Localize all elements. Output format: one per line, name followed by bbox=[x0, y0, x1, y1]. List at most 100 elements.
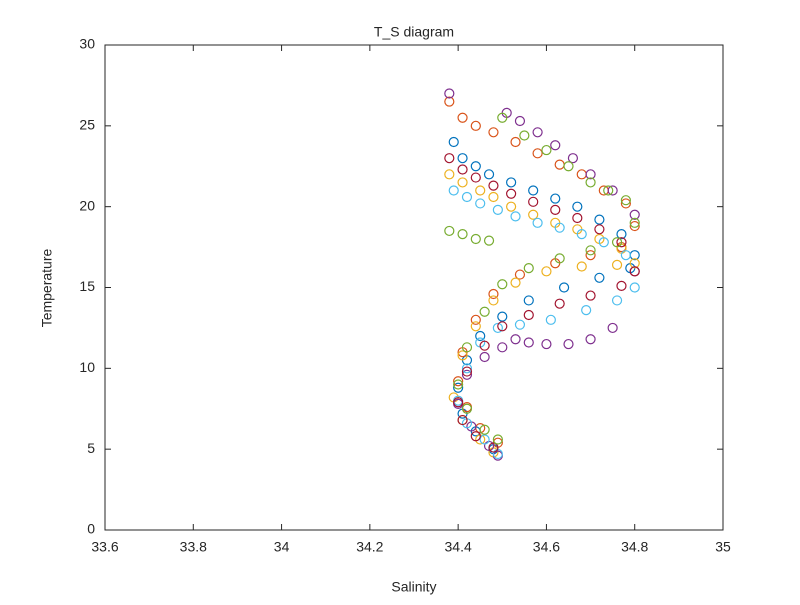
point bbox=[453, 379, 464, 390]
point bbox=[585, 334, 596, 345]
point bbox=[563, 338, 574, 350]
y-tick-label: 10 bbox=[79, 359, 95, 375]
point bbox=[479, 351, 490, 363]
chart-title: T_S diagram bbox=[374, 24, 454, 40]
point bbox=[576, 229, 587, 240]
point bbox=[497, 321, 508, 332]
point bbox=[598, 237, 609, 248]
x-tick-label: 34.2 bbox=[356, 539, 383, 555]
point bbox=[470, 321, 481, 332]
point bbox=[457, 164, 468, 175]
point bbox=[528, 196, 539, 207]
point bbox=[470, 233, 481, 245]
point bbox=[581, 305, 592, 316]
point bbox=[470, 314, 481, 325]
point bbox=[461, 363, 473, 374]
y-tick-label: 15 bbox=[79, 278, 95, 294]
point bbox=[541, 144, 552, 156]
point bbox=[483, 235, 495, 246]
point bbox=[444, 96, 455, 107]
point bbox=[572, 212, 583, 224]
point bbox=[488, 442, 499, 453]
point bbox=[444, 153, 455, 164]
point bbox=[528, 209, 539, 220]
point bbox=[585, 250, 596, 261]
point bbox=[448, 136, 459, 148]
point bbox=[554, 159, 565, 170]
point bbox=[620, 195, 631, 206]
point bbox=[457, 350, 468, 361]
point bbox=[514, 269, 526, 280]
point bbox=[629, 220, 640, 232]
y-tick-label: 5 bbox=[87, 440, 95, 456]
y-axis-label: Temperature bbox=[39, 248, 55, 327]
point bbox=[497, 112, 508, 123]
point bbox=[629, 266, 640, 277]
point bbox=[457, 177, 468, 188]
point bbox=[572, 201, 583, 212]
x-tick-label: 34.6 bbox=[533, 539, 560, 555]
point bbox=[475, 198, 486, 209]
point bbox=[541, 266, 552, 277]
point bbox=[479, 424, 490, 435]
point bbox=[470, 161, 481, 172]
point bbox=[470, 120, 481, 131]
x-axis-label: Salinity bbox=[391, 579, 436, 595]
point bbox=[444, 88, 455, 99]
point bbox=[620, 198, 631, 209]
x-tick-label: 35 bbox=[715, 539, 731, 555]
point bbox=[523, 309, 534, 321]
y-tick-label: 30 bbox=[79, 36, 95, 52]
point bbox=[488, 288, 499, 300]
point bbox=[497, 342, 508, 353]
point bbox=[523, 337, 534, 348]
point bbox=[488, 295, 499, 306]
x-tick-label: 33.8 bbox=[180, 539, 207, 555]
point bbox=[585, 245, 596, 256]
point bbox=[479, 306, 490, 317]
point bbox=[461, 191, 473, 203]
point bbox=[629, 258, 640, 269]
point bbox=[611, 259, 623, 270]
point bbox=[461, 342, 473, 353]
point bbox=[444, 225, 455, 237]
point bbox=[594, 214, 605, 225]
point bbox=[470, 172, 481, 183]
point bbox=[510, 136, 521, 148]
point bbox=[457, 414, 468, 426]
point bbox=[523, 295, 534, 306]
point bbox=[457, 229, 468, 240]
point bbox=[585, 177, 596, 188]
point bbox=[532, 217, 543, 228]
point bbox=[616, 229, 627, 240]
point bbox=[492, 322, 503, 334]
point bbox=[576, 169, 587, 180]
point bbox=[550, 193, 561, 204]
point bbox=[616, 280, 627, 291]
point bbox=[594, 272, 605, 283]
point bbox=[554, 253, 565, 264]
point bbox=[611, 237, 623, 248]
x-tick-label: 34.4 bbox=[445, 539, 472, 555]
point bbox=[616, 237, 627, 248]
point bbox=[629, 282, 640, 293]
point bbox=[506, 177, 517, 188]
point bbox=[603, 185, 614, 196]
point bbox=[620, 250, 631, 261]
point bbox=[510, 277, 521, 288]
point bbox=[550, 140, 561, 151]
point bbox=[563, 161, 574, 172]
y-tick-label: 25 bbox=[79, 117, 95, 133]
point bbox=[475, 330, 486, 342]
point bbox=[506, 201, 517, 212]
y-tick-label: 20 bbox=[79, 197, 95, 213]
point bbox=[541, 338, 552, 350]
point bbox=[519, 130, 530, 141]
point bbox=[585, 169, 596, 180]
point bbox=[453, 376, 464, 387]
point bbox=[532, 148, 543, 159]
point bbox=[453, 397, 464, 408]
point bbox=[550, 204, 561, 215]
point bbox=[607, 322, 618, 334]
point bbox=[488, 191, 499, 203]
